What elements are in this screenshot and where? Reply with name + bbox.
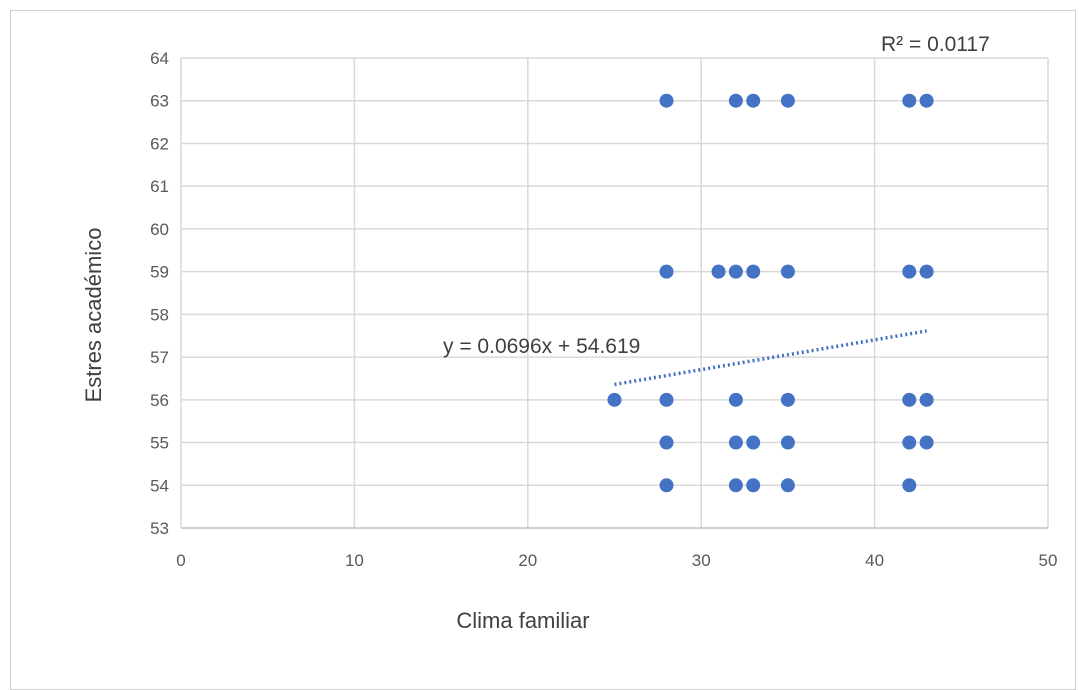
y-tick-label: 62 (150, 134, 169, 153)
data-point (746, 93, 761, 108)
y-axis-title: Estres académico (81, 228, 106, 403)
y-tick-label: 59 (150, 263, 169, 282)
data-point (659, 93, 674, 108)
data-point (780, 264, 795, 279)
scatter-chart: 53 54 55 56 57 58 59 60 61 62 63 64 0 10 20 30 40 50 y =… (81, 33, 1057, 633)
x-tick-label: 0 (176, 551, 185, 570)
data-point (780, 392, 795, 407)
data-point (780, 435, 795, 450)
y-tick-label: 64 (150, 49, 169, 68)
data-point (728, 435, 743, 450)
data-point (780, 93, 795, 108)
y-tick-label: 56 (150, 391, 169, 410)
data-point (607, 392, 622, 407)
data-point (902, 392, 917, 407)
x-tick-label: 20 (518, 551, 537, 570)
r-squared-label: R² = 0.0117 (881, 33, 990, 56)
data-point (902, 264, 917, 279)
y-tick-label: 58 (150, 305, 169, 324)
data-point (746, 435, 761, 450)
chart-frame: 53 54 55 56 57 58 59 60 61 62 63 64 0 10 20 30 40 50 y =… (10, 10, 1076, 690)
x-axis-title: Clima familiar (456, 608, 589, 633)
data-point (728, 392, 743, 407)
y-tick-label: 55 (150, 434, 169, 453)
data-point (728, 264, 743, 279)
trendline-equation-label: y = 0.0696x + 54.619 (443, 335, 640, 358)
data-point (659, 478, 674, 493)
x-tick-label: 10 (345, 551, 364, 570)
data-point (746, 264, 761, 279)
y-tick-label: 60 (150, 220, 169, 239)
data-point (902, 435, 917, 450)
data-point (659, 264, 674, 279)
x-tick-label: 40 (865, 551, 884, 570)
y-tick-label: 63 (150, 92, 169, 111)
axes (180, 58, 1048, 529)
x-tick-labels: 0 10 20 30 40 50 (176, 551, 1057, 570)
data-point (919, 264, 934, 279)
y-tick-labels: 53 54 55 56 57 58 59 60 61 62 63 64 (150, 49, 169, 538)
data-point (902, 478, 917, 493)
data-point (919, 435, 934, 450)
y-tick-label: 61 (150, 177, 169, 196)
data-point (780, 478, 795, 493)
data-point (746, 478, 761, 493)
data-point (919, 392, 934, 407)
x-tick-label: 30 (692, 551, 711, 570)
y-tick-label: 53 (150, 519, 169, 538)
gridlines (181, 57, 1049, 528)
data-point (919, 93, 934, 108)
data-point (902, 93, 917, 108)
y-tick-label: 54 (150, 476, 169, 495)
data-point (659, 435, 674, 450)
data-point (728, 478, 743, 493)
data-points (607, 93, 934, 493)
data-point (728, 93, 743, 108)
data-point (711, 264, 726, 279)
y-tick-label: 57 (150, 348, 169, 367)
x-tick-label: 50 (1039, 551, 1058, 570)
data-point (659, 392, 674, 407)
